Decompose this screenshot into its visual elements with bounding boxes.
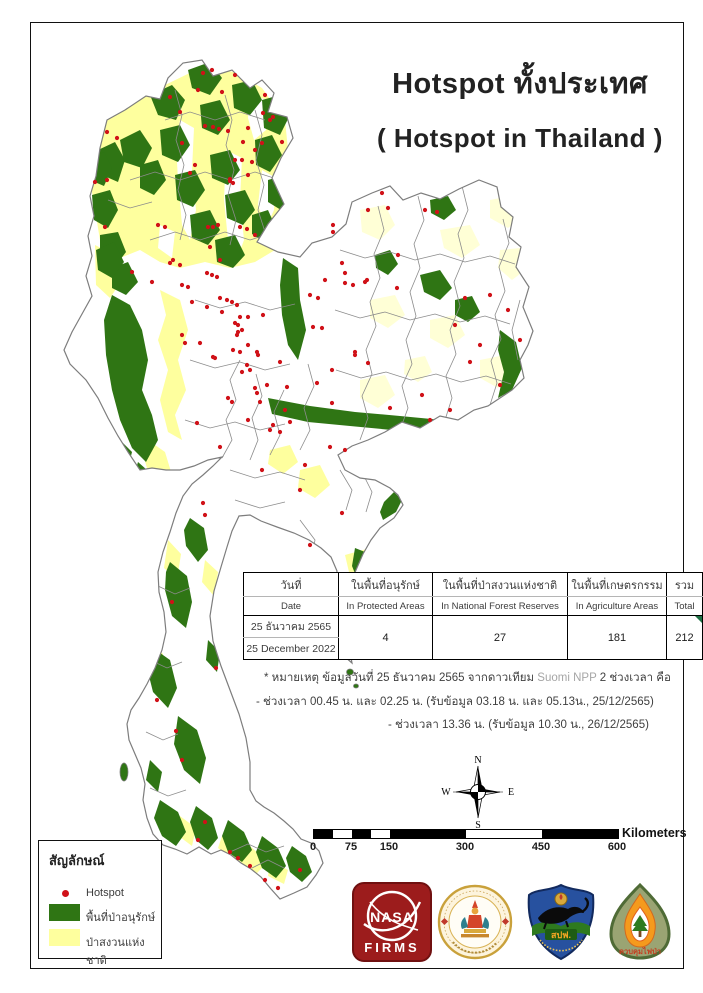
compass-north-label: N	[474, 755, 481, 766]
scale-tick-0: 0	[309, 841, 317, 853]
legend-protected-swatch	[49, 904, 80, 921]
note-line-3: - ช่วงเวลา 13.36 น. (รับข้อมูล 10.30 น.,…	[388, 719, 649, 731]
table-header-thai-row: วันที่ ในพื้นที่อนุรักษ์ ในพื้นที่ป่าสงว…	[243, 572, 703, 597]
forest-fire-control-logo: ควบคุมไฟป่า	[609, 882, 671, 960]
nasa-wordmark: NASA	[370, 909, 414, 925]
legend-hotspot-dot	[62, 890, 69, 897]
compass-south-label: S	[475, 820, 481, 830]
panther-silhouette	[538, 897, 590, 930]
col-header-agriculture-en: In Agriculture Areas	[567, 596, 667, 616]
col-header-national-forest-en: In National Forest Reserves	[432, 596, 568, 616]
scale-tick-600: 600	[607, 841, 627, 853]
scale-tick-450: 450	[531, 841, 551, 853]
legend-reserve-label: ป่าสงวนแห่งชาติ	[86, 937, 145, 967]
cell-date-english: 25 December 2022	[243, 637, 339, 660]
satellite-name: Suomi NPP	[537, 672, 597, 684]
col-header-total-th: รวม	[666, 572, 703, 597]
col-header-agriculture-th: ในพื้นที่เกษตรกรรม	[567, 572, 667, 597]
scale-bar	[313, 829, 619, 839]
page-title-english: ( Hotspot in Thailand )	[377, 123, 663, 153]
col-header-date-en: Date	[243, 596, 339, 616]
col-header-protected-th: ในพื้นที่อนุรักษ์	[338, 572, 433, 597]
scale-tick-75: 75	[344, 841, 358, 853]
country-fill	[64, 60, 533, 899]
note-line-1: * หมายเหตุ ข้อมูลวันที่ 25 ธันวาคม 2565 …	[264, 669, 671, 687]
col-header-national-forest-th: ในพื้นที่ป่าสงวนแห่งชาติ	[432, 572, 568, 597]
land-cover-layers	[86, 62, 528, 884]
seal-deity-figure	[461, 900, 489, 938]
legend-title: สัญลักษณ์	[49, 853, 105, 868]
scale-segment	[333, 830, 352, 838]
table-data-row-en: 25 December 2022	[243, 637, 703, 660]
scale-segment	[371, 830, 390, 838]
tree-icon	[632, 915, 648, 937]
dnp-seal-logo	[437, 884, 513, 960]
scale-segment	[352, 830, 371, 838]
cell-national-forest-count: 27	[432, 615, 568, 660]
col-header-protected-en: In Protected Areas	[338, 596, 433, 616]
note-line-2: - ช่วงเวลา 00.45 น. และ 02.25 น. (รับข้อ…	[256, 696, 654, 708]
note-1-text: * หมายเหตุ ข้อมูลวันที่ 25 ธันวาคม 2565 …	[264, 672, 538, 684]
cell-corner-flag	[695, 616, 702, 623]
nasa-firms-logo: NASA FIRMS	[352, 882, 432, 962]
country-outline	[63, 59, 534, 900]
scale-unit-label: Kilometers	[622, 826, 687, 840]
legend-box: สัญลักษณ์ Hotspot พื้นที่ป่าอนุรักษ์ ป่า…	[38, 840, 162, 967]
forest-protection-shield-logo: สปฟ.	[527, 883, 595, 961]
compass-star	[453, 765, 503, 819]
compass-east-label: E	[508, 787, 514, 798]
scale-segment	[542, 830, 618, 838]
legend-reserve-swatch	[49, 929, 80, 946]
scale-segment	[314, 830, 333, 838]
compass-rose: N S W E	[441, 755, 514, 830]
table-data-row: 25 ธันวาคม 2565 4 27 181 212	[243, 615, 703, 660]
scale-tick-150: 150	[379, 841, 399, 853]
page-title-thai: Hotspot ทั้งประเทศ	[392, 68, 648, 100]
fire-control-text: ควบคุมไฟป่า	[619, 946, 661, 956]
cell-protected-count: 4	[338, 615, 433, 660]
scale-segment	[390, 830, 466, 838]
cell-total-count: 212	[666, 615, 703, 660]
shield-acronym-text: สปฟ.	[551, 930, 571, 940]
firms-wordmark: FIRMS	[364, 940, 419, 955]
cell-date-thai: 25 ธันวาคม 2565	[243, 615, 339, 638]
title-block: Hotspot ทั้งประเทศ ( Hotspot in Thailand…	[350, 60, 690, 154]
compass-west-label: W	[441, 787, 451, 798]
legend-hotspot-label: Hotspot	[86, 887, 124, 899]
cell-agriculture-count: 181	[567, 615, 667, 660]
legend-protected-label: พื้นที่ป่าอนุรักษ์	[86, 912, 156, 924]
note-1-tail: 2 ช่วงเวลา คือ	[596, 672, 671, 684]
scale-segment	[466, 830, 542, 838]
col-header-date-th: วันที่	[243, 572, 339, 597]
hotspot-dots	[92, 67, 523, 891]
col-header-total-en: Total	[666, 596, 703, 616]
page-frame-border	[30, 22, 684, 969]
scale-tick-300: 300	[455, 841, 475, 853]
total-value: 212	[675, 631, 694, 644]
table-header-english-row: Date In Protected Areas In National Fore…	[243, 596, 703, 616]
hotspot-stats-table: วันที่ ในพื้นที่อนุรักษ์ ในพื้นที่ป่าสงว…	[243, 572, 703, 660]
